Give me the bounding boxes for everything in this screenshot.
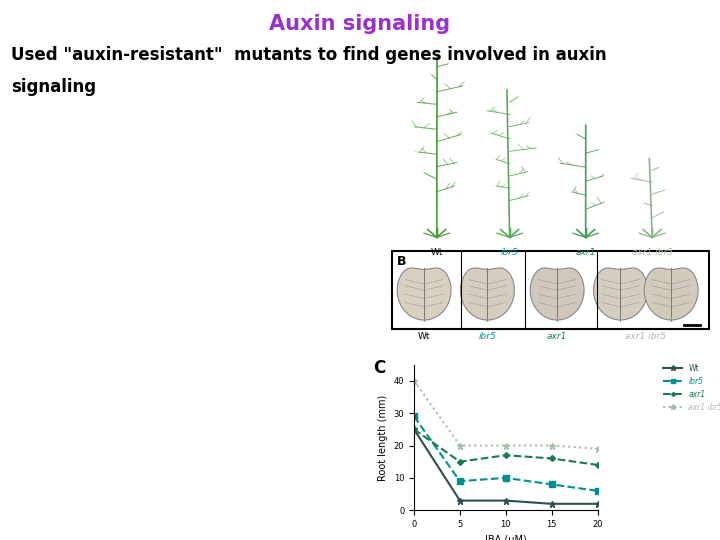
Wt	[410, 426, 418, 433]
ibr5	[501, 475, 510, 481]
Legend: Wt, ibr5, axr1, axr1 ibr5: Wt, ibr5, axr1, axr1 ibr5	[660, 361, 720, 415]
Text: B: B	[397, 255, 407, 268]
Line: axr1 ibr5: axr1 ibr5	[410, 377, 601, 452]
axr1 ibr5	[410, 377, 418, 384]
Text: axr1 ibr5: axr1 ibr5	[626, 332, 666, 341]
Text: axr1: axr1	[575, 248, 596, 258]
axr1 ibr5	[501, 442, 510, 449]
Text: C: C	[374, 359, 386, 377]
ibr5	[410, 413, 418, 420]
axr1 ibr5	[547, 442, 556, 449]
axr1 ibr5	[593, 446, 602, 452]
Wt	[501, 497, 510, 504]
X-axis label: IBA (μM): IBA (μM)	[485, 535, 526, 540]
Line: axr1: axr1	[412, 427, 600, 467]
Wt	[547, 501, 556, 507]
Polygon shape	[593, 268, 647, 320]
Text: ibr5: ibr5	[479, 332, 496, 341]
ibr5	[456, 478, 464, 484]
Text: Auxin signaling: Auxin signaling	[269, 14, 451, 33]
axr1	[501, 452, 510, 458]
Line: Wt: Wt	[410, 426, 601, 507]
axr1	[410, 426, 418, 433]
Text: Used "auxin-resistant"  mutants to find genes involved in auxin: Used "auxin-resistant" mutants to find g…	[11, 46, 606, 64]
Wt	[593, 501, 602, 507]
Line: ibr5: ibr5	[411, 414, 600, 494]
axr1	[456, 458, 464, 465]
Wt	[456, 497, 464, 504]
Text: ibr5: ibr5	[500, 248, 518, 258]
axr1	[547, 455, 556, 462]
Text: Wt: Wt	[418, 332, 431, 341]
ibr5	[593, 488, 602, 494]
Polygon shape	[461, 268, 514, 320]
Text: axr1 ibr5: axr1 ibr5	[631, 248, 672, 258]
Polygon shape	[530, 268, 584, 320]
Text: A: A	[399, 44, 408, 57]
axr1	[593, 462, 602, 468]
Text: axr1: axr1	[547, 332, 567, 341]
axr1 ibr5	[456, 442, 464, 449]
Text: signaling: signaling	[11, 78, 96, 96]
ibr5	[547, 481, 556, 488]
Polygon shape	[397, 268, 451, 320]
Y-axis label: Root length (mm): Root length (mm)	[378, 394, 388, 481]
Polygon shape	[644, 268, 698, 320]
Text: Wt: Wt	[431, 248, 443, 258]
